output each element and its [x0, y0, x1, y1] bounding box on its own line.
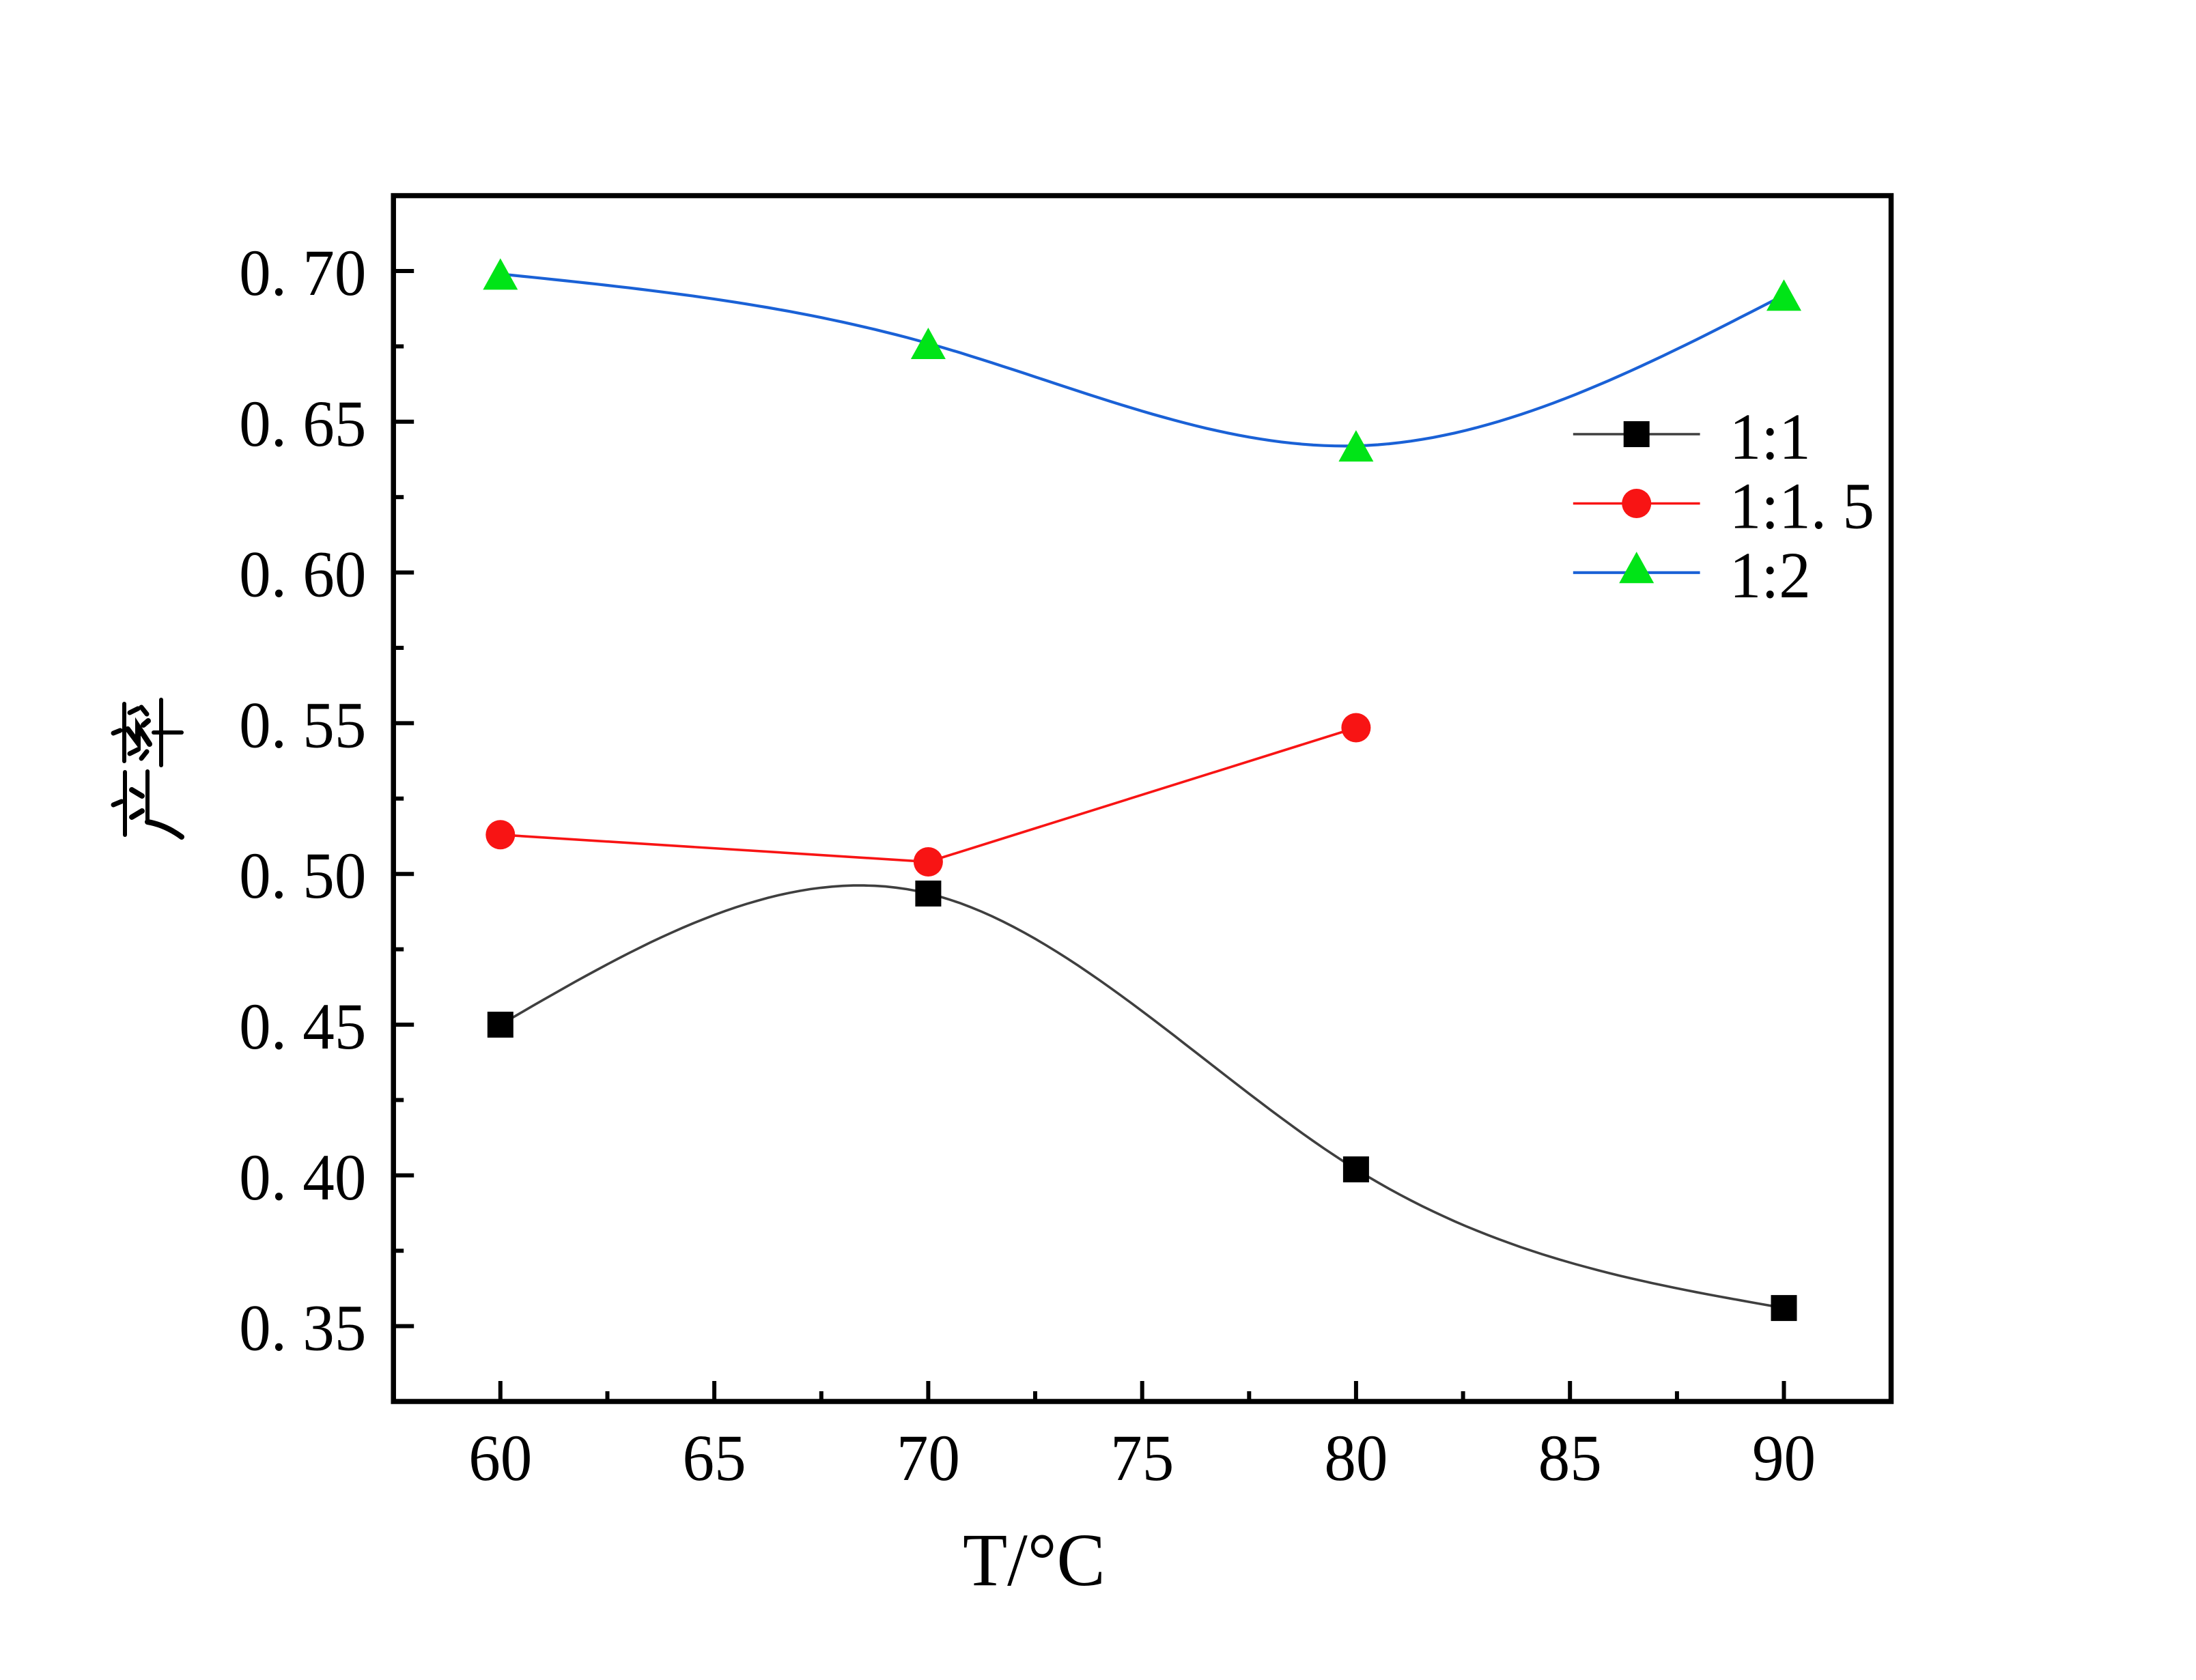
svg-text:0. 55: 0. 55 — [239, 689, 366, 762]
svg-text:T/°C: T/°C — [963, 1519, 1106, 1602]
svg-text:75: 75 — [1110, 1423, 1174, 1495]
svg-text:80: 80 — [1324, 1423, 1388, 1495]
svg-text:0. 45: 0. 45 — [239, 991, 366, 1064]
svg-text:1:2: 1:2 — [1730, 540, 1811, 612]
svg-text:0. 60: 0. 60 — [239, 539, 366, 611]
svg-text:1:1: 1:1 — [1730, 401, 1811, 474]
svg-text:0. 50: 0. 50 — [239, 840, 366, 913]
svg-text:60: 60 — [468, 1423, 532, 1495]
svg-text:90: 90 — [1752, 1423, 1816, 1495]
svg-text:85: 85 — [1538, 1423, 1602, 1495]
svg-text:70: 70 — [897, 1423, 960, 1495]
svg-text:0. 65: 0. 65 — [239, 388, 366, 461]
svg-text:0. 35: 0. 35 — [239, 1292, 366, 1365]
svg-text:0. 40: 0. 40 — [239, 1142, 366, 1214]
svg-text:65: 65 — [683, 1423, 746, 1495]
svg-text:1:1. 5: 1:1. 5 — [1730, 470, 1874, 543]
svg-text:0. 70: 0. 70 — [239, 238, 366, 310]
